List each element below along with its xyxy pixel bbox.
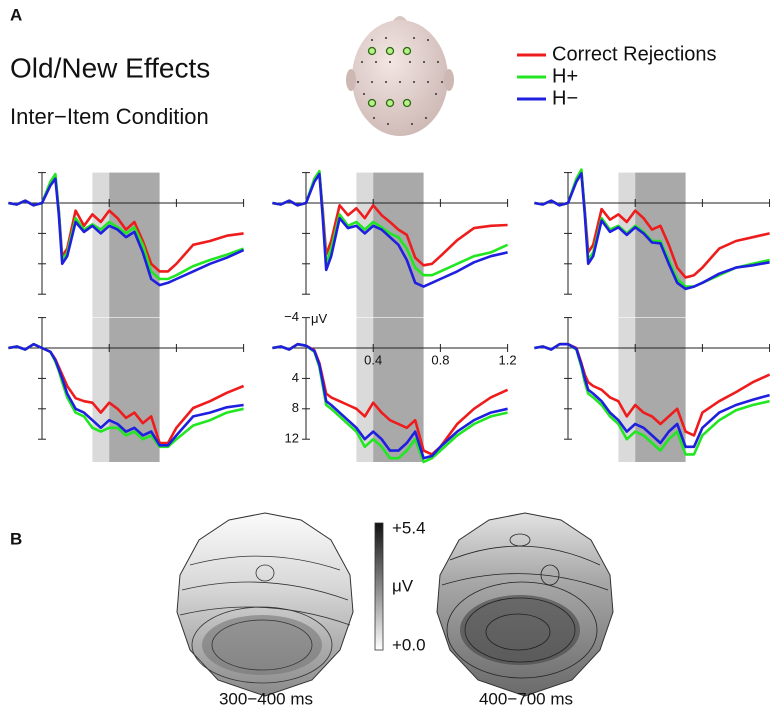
colorbar-ticks: +5.4 +0.0 bbox=[392, 518, 426, 654]
erp-panel bbox=[534, 168, 770, 317]
legend-label: H− bbox=[552, 87, 578, 109]
chart-title: Old/New Effects bbox=[10, 52, 210, 83]
erp-plots: 0.4 0.8 1.2 −4 4 8 12 μV bbox=[8, 168, 770, 464]
colorbar-unit: μV bbox=[392, 576, 414, 595]
time-window bbox=[356, 317, 374, 462]
y-tick-label: −4 bbox=[284, 309, 299, 324]
y-tick-label: 4 bbox=[292, 370, 299, 385]
erp-panel: 0.4 0.8 1.2 −4 4 8 12 μV bbox=[272, 309, 517, 464]
x-tick-label: 0.4 bbox=[364, 352, 382, 367]
map-label: 300−400 ms bbox=[219, 689, 313, 708]
x-tick-label: 1.2 bbox=[499, 352, 517, 367]
head-icon bbox=[346, 16, 454, 136]
erp-line bbox=[534, 342, 770, 449]
erp-line bbox=[272, 172, 508, 288]
time-window bbox=[92, 172, 110, 317]
panel-label: B bbox=[10, 529, 22, 548]
erp-panel bbox=[534, 317, 770, 462]
topomap bbox=[436, 512, 614, 697]
legend-label: H+ bbox=[552, 65, 578, 87]
erp-panel bbox=[8, 172, 245, 317]
map-label: 400−700 ms bbox=[479, 689, 573, 708]
erp-panel bbox=[8, 317, 245, 462]
y-tick-label: 8 bbox=[292, 400, 299, 415]
y-tick-label: 12 bbox=[285, 431, 299, 446]
panel-label: A bbox=[10, 5, 22, 24]
time-window bbox=[618, 172, 636, 317]
colorbar-tick-label: +0.0 bbox=[392, 635, 426, 654]
y-axis-label: μV bbox=[311, 311, 327, 326]
time-window bbox=[109, 317, 160, 462]
colorbar bbox=[374, 522, 384, 651]
erp-line bbox=[272, 342, 508, 460]
time-window bbox=[109, 172, 160, 317]
time-window bbox=[92, 317, 110, 462]
time-window bbox=[356, 172, 374, 317]
chart-subtitle: Inter−Item Condition bbox=[10, 104, 209, 129]
erp-panel bbox=[272, 169, 509, 317]
colorbar-tick-label: +5.4 bbox=[392, 518, 426, 537]
legend-label: Correct Rejections bbox=[552, 43, 717, 65]
topomap bbox=[176, 512, 354, 697]
time-window bbox=[635, 317, 686, 462]
x-tick-label: 0.8 bbox=[431, 352, 449, 367]
erp-line bbox=[8, 342, 244, 447]
erp-line bbox=[534, 172, 770, 291]
erp-line bbox=[8, 177, 245, 287]
